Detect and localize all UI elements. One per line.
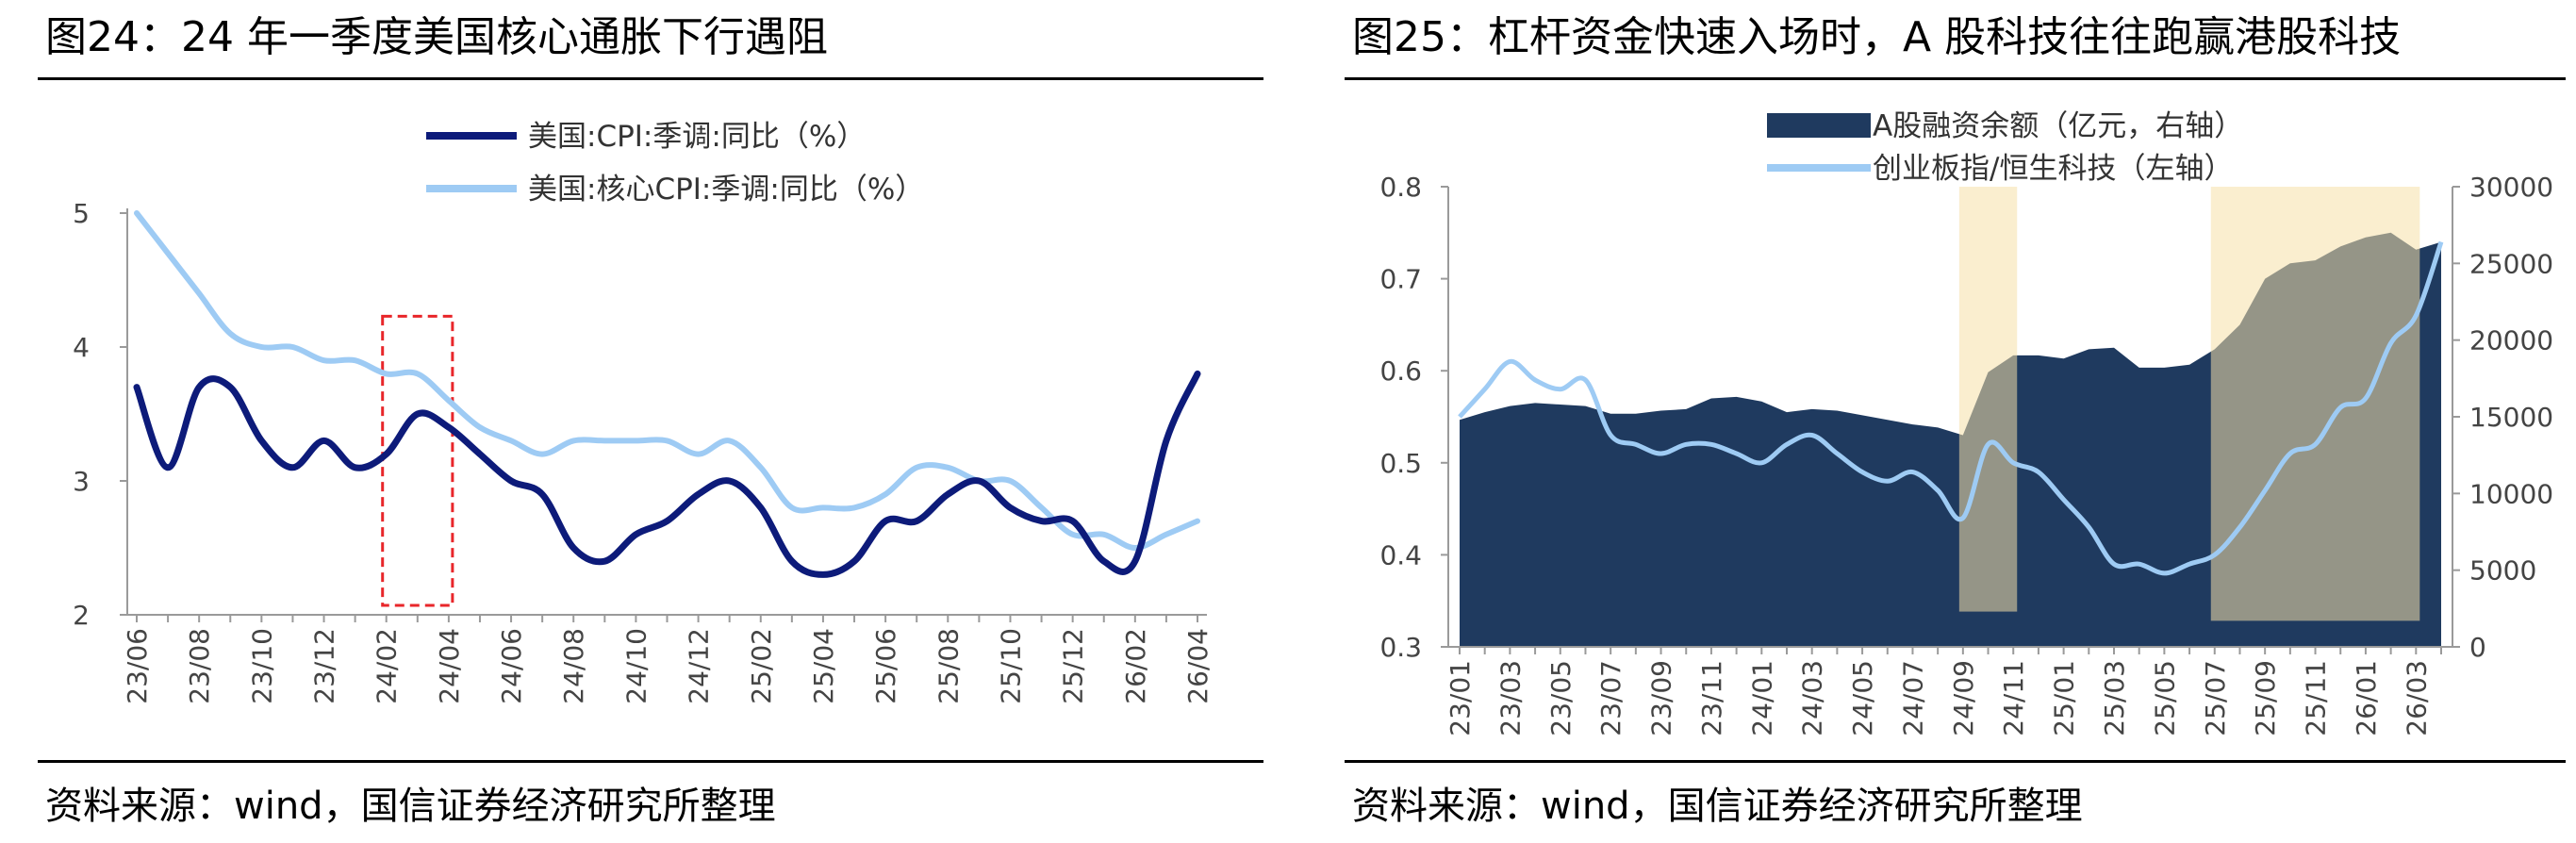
right-y-tick-label: 5000 xyxy=(2469,555,2536,587)
x-tick-label: 24/12 xyxy=(684,628,715,704)
x-tick-label: 23/10 xyxy=(246,628,277,704)
left-y-tick-label: 0.4 xyxy=(1379,539,1422,570)
x-tick-label: 25/06 xyxy=(870,628,901,704)
figure-24-panel: 图24：24 年一季度美国核心通胀下行遇阻 2 3 4 5 23/06 23/08 23/1… xyxy=(38,0,1263,843)
x-tick-label: 24/04 xyxy=(434,628,465,704)
legend-swatch-financing-balance xyxy=(1767,113,1871,138)
legend-label-ratio: 创业板指/恒生科技（左轴） xyxy=(1873,152,2233,186)
x-tick-label: 26/04 xyxy=(1182,628,1214,704)
x-tick-label: 23/01 xyxy=(1445,660,1476,736)
y-tick-label: 5 xyxy=(73,198,90,229)
x-tick-label: 25/07 xyxy=(2200,660,2231,736)
y-tick-label: 4 xyxy=(73,332,90,363)
left-y-tick-label: 0.5 xyxy=(1379,448,1422,479)
highlight-period-1 xyxy=(1958,187,2018,612)
x-tick-label: 23/06 xyxy=(122,628,153,704)
x-tick-label: 26/02 xyxy=(1120,628,1151,704)
figure-25-top-rule xyxy=(1345,77,2566,80)
legend-label-cpi: 美国:CPI:季调:同比（%） xyxy=(528,120,866,154)
right-y-tick-label: 15000 xyxy=(2469,402,2553,433)
figure-24-title: 图24：24 年一季度美国核心通胀下行遇阻 xyxy=(45,13,828,61)
x-tick-label: 24/05 xyxy=(1847,660,1878,736)
y-tick-label: 2 xyxy=(73,600,90,631)
x-tick-label: 24/11 xyxy=(1998,660,2029,736)
x-tick-label: 25/10 xyxy=(995,628,1026,704)
x-tick-label: 23/12 xyxy=(309,628,340,704)
left-y-tick-label: 0.6 xyxy=(1379,355,1422,387)
x-tick-label: 24/08 xyxy=(558,628,589,704)
x-tick-label: 25/11 xyxy=(2301,660,2332,736)
highlight-period-2 xyxy=(2210,187,2420,621)
x-tick-label: 25/09 xyxy=(2250,660,2281,736)
x-tick-label: 25/03 xyxy=(2099,660,2130,736)
x-tick-label: 23/08 xyxy=(184,628,215,704)
x-tick-label: 24/03 xyxy=(1797,660,1828,736)
legend-label-core-cpi: 美国:核心CPI:季调:同比（%） xyxy=(528,173,924,207)
x-tick-label: 23/03 xyxy=(1494,660,1526,736)
figure-25-title: 图25：杠杆资金快速入场时，A 股科技往往跑赢港股科技 xyxy=(1352,13,2402,61)
series-line-core-cpi xyxy=(134,210,1200,551)
x-tick-label: 25/08 xyxy=(933,628,964,704)
x-tick-label: 24/02 xyxy=(372,628,403,704)
figure-25-panel: 图25：杠杆资金快速入场时，A 股科技往往跑赢港股科技 0.3 0.4 0.5 0.6… xyxy=(1345,0,2566,843)
figure-25-bottom-rule xyxy=(1345,760,2566,763)
x-tick-label: 24/01 xyxy=(1746,660,1777,736)
highlight-dashed-box xyxy=(381,314,454,607)
series-line-cpi xyxy=(133,370,1201,578)
x-tick-label: 25/12 xyxy=(1058,628,1089,704)
x-tick-label: 24/07 xyxy=(1897,660,1928,736)
x-tick-label: 26/03 xyxy=(2401,660,2432,736)
figure-24-bottom-rule xyxy=(38,760,1263,763)
financing-balance-area xyxy=(1460,232,2441,648)
x-tick-label: 24/10 xyxy=(620,628,652,704)
figure-24-chart: 2 3 4 5 23/06 23/08 23/10 23/12 24/02 24/04 24/06 2… xyxy=(73,120,1214,704)
left-y-tick-label: 0.7 xyxy=(1379,264,1422,295)
x-tick-label: 25/01 xyxy=(2049,660,2080,736)
right-y-tick-label: 25000 xyxy=(2469,248,2553,279)
right-y-tick-label: 30000 xyxy=(2469,172,2553,203)
right-y-tick-label: 20000 xyxy=(2469,325,2553,356)
x-tick-label: 23/05 xyxy=(1545,660,1577,736)
x-tick-label: 23/09 xyxy=(1646,660,1677,736)
figure-25-chart: 0.3 0.4 0.5 0.6 0.7 0.8 0 5000 10000 15000 20000 25… xyxy=(1379,109,2553,736)
figure-25-source: 资料来源：wind，国信证券经济研究所整理 xyxy=(1352,785,2083,828)
chinext-hstech-ratio-line xyxy=(1458,240,2444,576)
figure-24-top-rule xyxy=(38,77,1263,80)
left-y-tick-label: 0.8 xyxy=(1379,172,1422,203)
x-tick-label: 25/04 xyxy=(808,628,839,704)
x-tick-label: 25/02 xyxy=(746,628,777,704)
x-tick-label: 23/11 xyxy=(1696,660,1727,736)
x-tick-label: 23/07 xyxy=(1595,660,1627,736)
legend-label-financing-balance: A股融资余额（亿元，右轴） xyxy=(1873,109,2243,143)
x-tick-label: 24/09 xyxy=(1948,660,1979,736)
right-y-tick-label: 0 xyxy=(2469,632,2486,663)
y-tick-label: 3 xyxy=(73,466,90,497)
x-tick-label: 24/06 xyxy=(496,628,527,704)
x-tick-label: 26/01 xyxy=(2351,660,2382,736)
x-tick-label: 25/05 xyxy=(2149,660,2180,736)
figure-24-source: 资料来源：wind，国信证券经济研究所整理 xyxy=(45,785,776,828)
left-y-tick-label: 0.3 xyxy=(1379,632,1422,663)
right-y-tick-label: 10000 xyxy=(2469,478,2553,509)
